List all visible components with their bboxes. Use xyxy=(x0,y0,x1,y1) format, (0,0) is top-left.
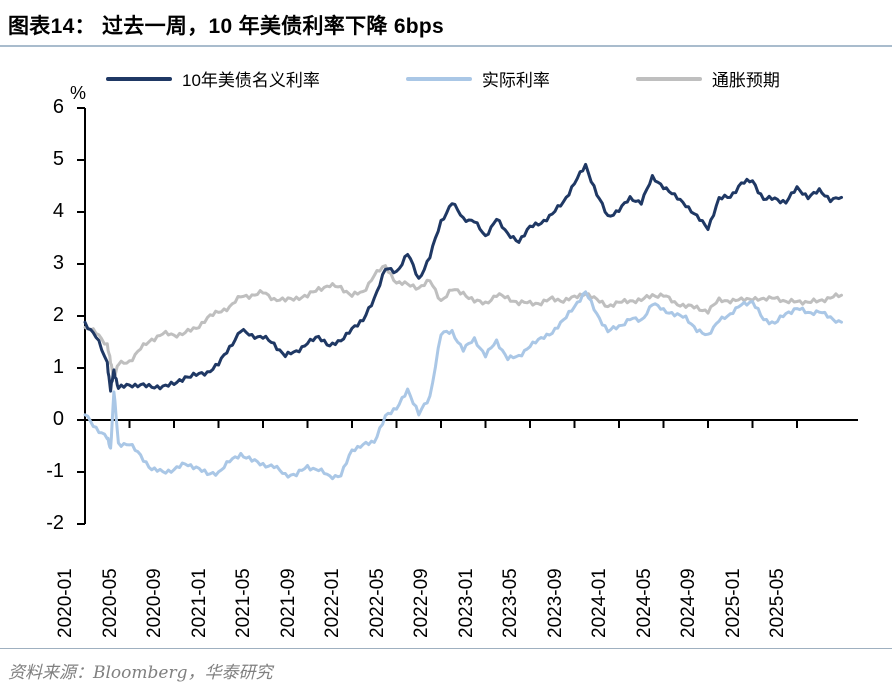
y-tick-label: -1 xyxy=(46,460,64,482)
y-tick-label: 0 xyxy=(52,408,64,430)
y-tick-label: 3 xyxy=(52,252,64,274)
y-tick-label: 2 xyxy=(52,304,64,326)
legend-line-real xyxy=(405,76,472,81)
x-tick-label: 2022-05 xyxy=(366,568,388,638)
x-tick-label: 2024-01 xyxy=(589,568,610,638)
x-tick-label: 2020-01 xyxy=(55,568,76,638)
y-tick-label: 6 xyxy=(52,96,64,118)
page-title: 图表14： 过去一周，10 年美债利率下降 6bps xyxy=(8,15,445,38)
x-tick-label: 2023-01 xyxy=(455,568,477,638)
y-axis-unit-label: % xyxy=(70,83,87,103)
title-divider xyxy=(0,45,892,47)
x-tick-label: 2025-01 xyxy=(722,568,744,638)
legend-label-nominal: 10年美债名义利率 xyxy=(182,71,320,90)
x-tick-label: 2024-09 xyxy=(678,568,699,638)
x-tick-label: 2023-05 xyxy=(500,568,521,638)
x-tick-label: 2025-05 xyxy=(767,568,788,638)
legend-item-breakeven: 通胀预期 xyxy=(635,66,780,91)
x-tick-label: 2020-05 xyxy=(99,568,121,638)
legend-label-breakeven: 通胀预期 xyxy=(711,71,780,90)
x-tick-label: 2022-09 xyxy=(411,568,432,638)
x-tick-label: 2022-01 xyxy=(322,568,343,638)
x-tick-label: 2021-01 xyxy=(188,568,210,638)
x-tick-label: 2020-09 xyxy=(144,568,165,638)
x-tick-label: 2021-09 xyxy=(277,568,299,638)
source-note: 资料来源：Bloomberg，华泰研究 xyxy=(8,663,273,683)
y-tick-label: 5 xyxy=(52,148,64,170)
y-tick-label: -2 xyxy=(46,512,64,534)
x-tick-label: 2023-09 xyxy=(544,568,566,638)
chart-legend: 10年美债名义利率 实际利率 通胀预期 xyxy=(106,66,780,91)
legend-label-real: 实际利率 xyxy=(481,71,550,90)
footer-divider xyxy=(0,648,892,649)
y-tick-label: 1 xyxy=(52,356,64,378)
x-tick-label: 2024-05 xyxy=(633,568,655,638)
legend-item-nominal: 10年美债名义利率 xyxy=(106,66,320,91)
legend-item-real: 实际利率 xyxy=(405,66,550,91)
legend-line-nominal xyxy=(106,76,172,81)
x-tick-label: 2021-05 xyxy=(233,568,254,638)
legend-line-breakeven xyxy=(635,76,702,81)
y-tick-label: 4 xyxy=(52,200,64,222)
